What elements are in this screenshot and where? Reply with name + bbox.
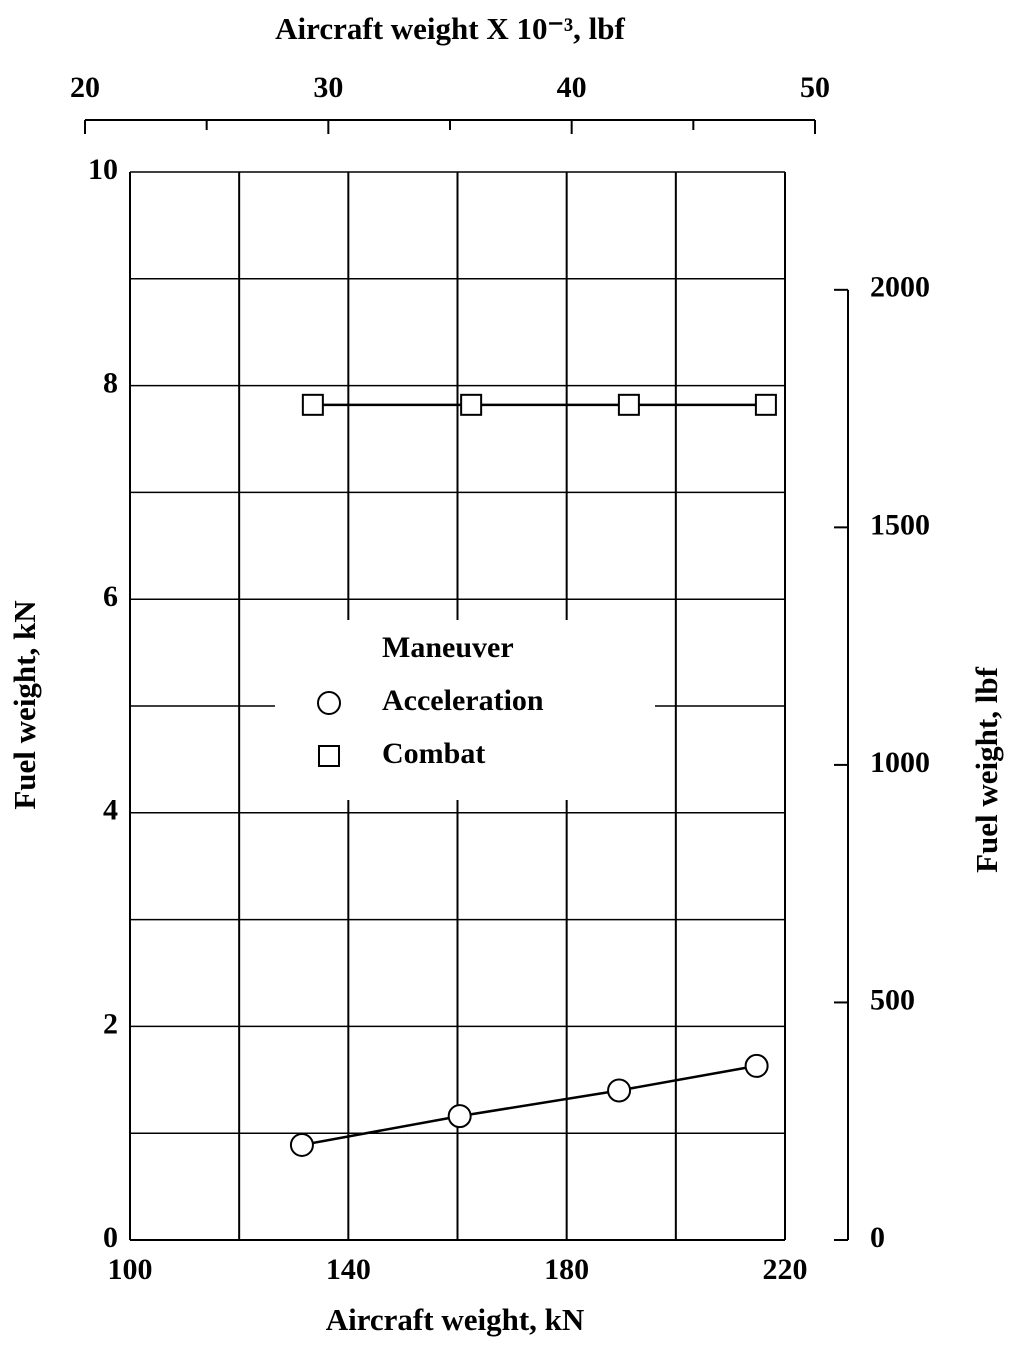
y2-axis-label: Fuel weight, lbf	[969, 666, 1004, 872]
legend-label: Combat	[382, 737, 485, 770]
legend-title: Maneuver	[382, 631, 514, 664]
x-axis-label: Aircraft weight, kN	[326, 1302, 585, 1337]
y2-tick-label: 2000	[870, 271, 930, 304]
y-tick-label: 2	[103, 1007, 118, 1040]
top-axis-label: Aircraft weight X 10⁻³, lbf	[275, 11, 625, 46]
marker	[607, 1078, 632, 1103]
y-tick-label: 0	[103, 1221, 118, 1254]
marker	[744, 1053, 769, 1078]
marker	[754, 393, 777, 416]
marker	[460, 393, 483, 416]
x2-tick-label: 40	[557, 71, 587, 104]
y-tick-label: 10	[88, 153, 118, 186]
x2-tick-label: 50	[800, 71, 830, 104]
y-tick-label: 6	[103, 580, 118, 613]
y2-tick-label: 1000	[870, 746, 930, 779]
marker	[617, 393, 640, 416]
x-tick-label: 140	[326, 1253, 371, 1286]
marker	[447, 1104, 472, 1129]
y-tick-label: 4	[103, 794, 118, 827]
y2-tick-label: 1500	[870, 508, 930, 541]
marker	[301, 393, 324, 416]
x-tick-label: 100	[108, 1253, 153, 1286]
x-tick-label: 180	[544, 1253, 589, 1286]
x-tick-label: 220	[763, 1253, 808, 1286]
y-axis-label: Fuel weight, kN	[7, 600, 42, 809]
legend: Maneuver Acceleration Combat	[275, 620, 655, 800]
marker	[289, 1132, 314, 1157]
marker	[318, 745, 340, 767]
x2-tick-label: 30	[313, 71, 343, 104]
x2-tick-label: 20	[70, 71, 100, 104]
y-tick-label: 8	[103, 366, 118, 399]
y2-tick-label: 500	[870, 983, 915, 1016]
series-line	[301, 1064, 757, 1147]
legend-label: Acceleration	[382, 684, 544, 717]
marker	[317, 691, 341, 715]
y2-tick-label: 0	[870, 1221, 885, 1254]
